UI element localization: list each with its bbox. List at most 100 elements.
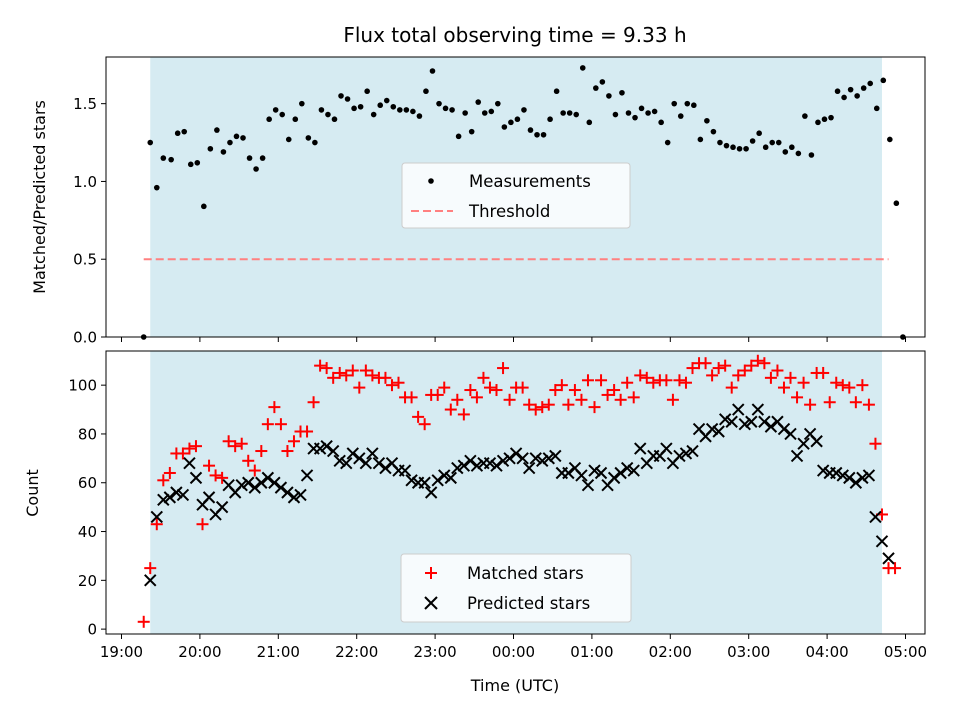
measurement-point	[318, 107, 325, 113]
predicted-star-point	[261, 471, 275, 485]
matched-star-point	[856, 379, 869, 392]
measurement-point	[279, 111, 286, 118]
predicted-star-point	[875, 535, 889, 548]
matched-star-point	[470, 391, 483, 404]
matched-star-point	[777, 381, 790, 394]
y-tick-label: 1.5	[73, 95, 97, 113]
measurement-point	[285, 136, 292, 143]
measurement-point	[802, 113, 808, 119]
predicted-star-point	[862, 469, 876, 482]
count-legend-box	[400, 553, 632, 623]
measurement-point	[370, 111, 377, 118]
matched-star-point	[640, 371, 653, 384]
predicted-star-point	[398, 464, 412, 477]
matched-star-point	[229, 440, 242, 453]
matched-star-point	[346, 364, 359, 377]
predicted-star-point	[340, 457, 353, 470]
matched-star-point	[261, 418, 274, 431]
measurement-point	[436, 100, 442, 107]
matched-star-point	[529, 403, 542, 416]
matched-star-point	[327, 371, 340, 384]
measurement-point	[553, 88, 560, 95]
legend-predicted-marker	[424, 596, 438, 610]
measurement-point	[873, 105, 880, 112]
measurement-point	[566, 110, 573, 116]
predicted-star-point	[490, 459, 503, 472]
measurement-point	[821, 116, 828, 123]
measurement-point	[495, 100, 501, 107]
matched-star-point	[666, 393, 679, 406]
predicted-star-point	[464, 454, 477, 467]
matched-star-point	[490, 384, 503, 397]
measurement-point	[325, 111, 331, 118]
measurement-point	[214, 127, 220, 133]
matched-star-point	[137, 615, 150, 628]
predicted-star-point	[836, 469, 849, 482]
matched-star-point	[222, 435, 235, 448]
measurement-point	[860, 85, 867, 91]
matched-star-point	[843, 381, 856, 394]
matched-star-point	[751, 354, 764, 367]
matched-star-point	[627, 391, 640, 404]
predicted-star-point	[333, 454, 346, 467]
predicted-star-point	[784, 427, 797, 441]
measurement-point	[442, 105, 449, 112]
matched-star-point	[451, 393, 464, 406]
matched-star-point	[830, 376, 843, 389]
measurement-point	[462, 110, 468, 116]
matched-star-point	[771, 364, 784, 377]
matched-star-point	[869, 437, 882, 450]
x-tick-label: 04:00	[805, 643, 848, 661]
predicted-star-point	[183, 457, 196, 470]
measurement-point	[168, 156, 174, 163]
matched-star-point	[379, 371, 392, 384]
predicted-star-point	[614, 466, 627, 480]
matched-stars-markers	[137, 354, 902, 628]
matched-star-point	[366, 369, 379, 382]
x-tick-label: 19:00	[100, 643, 143, 661]
y-tick-label: 0	[87, 621, 97, 639]
matched-star-point	[216, 471, 229, 484]
measurement-point	[704, 117, 710, 124]
matched-star-point	[660, 374, 673, 387]
measurement-point	[684, 100, 691, 107]
predicted-star-point	[745, 415, 758, 428]
matched-star-point	[804, 398, 817, 411]
measurement-point	[351, 105, 357, 112]
matched-star-point	[340, 369, 353, 382]
matched-star-point	[418, 418, 431, 431]
matched-star-point	[483, 381, 496, 394]
predicted-star-point	[281, 486, 294, 499]
matched-star-point	[849, 396, 862, 409]
predicted-star-point	[634, 442, 647, 455]
matched-star-point	[144, 562, 157, 575]
matched-star-point	[183, 442, 196, 455]
predicted-star-point	[144, 574, 157, 587]
matched-star-point	[464, 384, 477, 397]
measurement-point	[887, 136, 893, 143]
predicted-star-point	[777, 422, 791, 436]
predicted-star-point	[405, 474, 418, 487]
predicted-star-point	[849, 476, 863, 489]
measurement-point	[475, 99, 482, 105]
predicted-star-point	[418, 476, 431, 489]
predicted-star-point	[255, 476, 268, 489]
measurement-point	[449, 107, 455, 113]
predicted-star-point	[366, 447, 379, 460]
measurement-point	[181, 128, 188, 135]
matched-star-point	[314, 359, 327, 372]
matched-star-point	[359, 364, 372, 377]
predicted-star-point	[242, 476, 255, 489]
ratio-panel-frame	[105, 56, 926, 338]
predicted-star-point	[718, 413, 732, 426]
predicted-star-point	[248, 481, 261, 494]
predicted-star-point	[451, 461, 464, 475]
measurement-point	[854, 93, 860, 99]
matched-star-point	[281, 445, 294, 458]
measurement-point	[632, 114, 638, 121]
predicted-star-point	[725, 415, 738, 428]
predicted-star-point	[431, 474, 444, 487]
y-tick-label: 0.0	[73, 329, 97, 347]
x-tick-label: 02:00	[649, 643, 692, 661]
measurement-point	[410, 108, 416, 115]
